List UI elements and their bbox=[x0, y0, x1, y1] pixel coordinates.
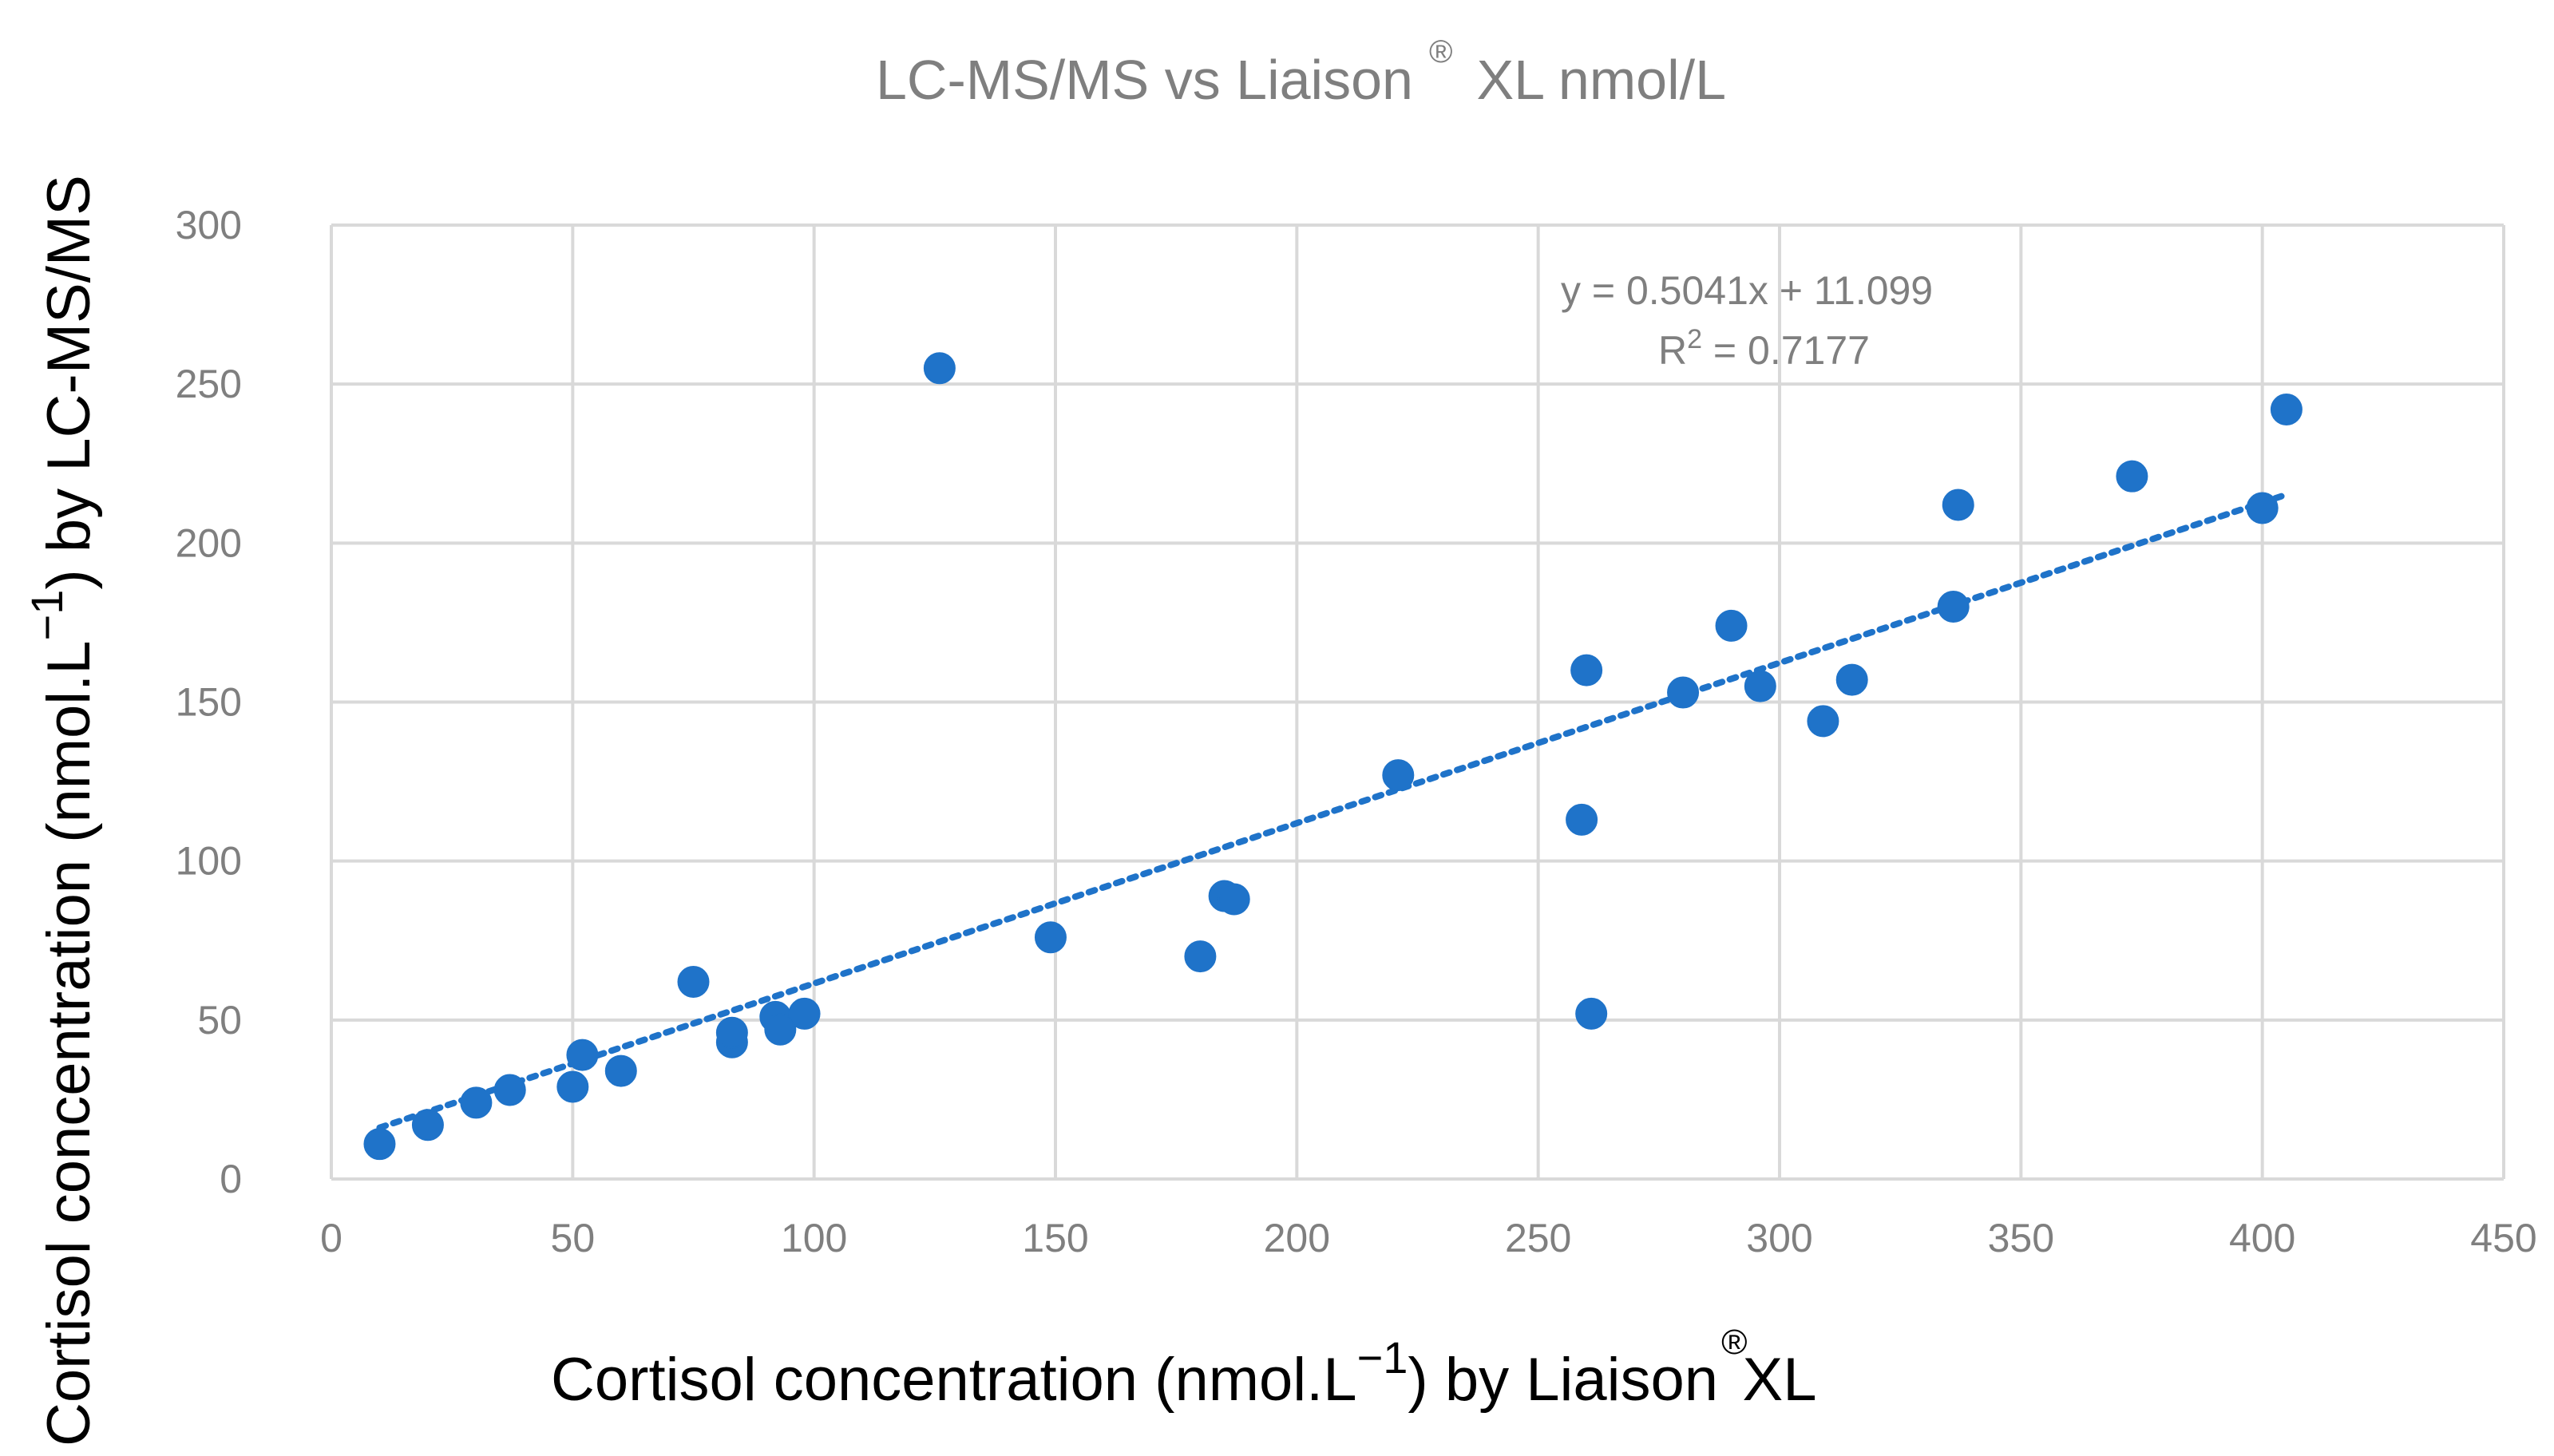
data-point bbox=[1807, 705, 1839, 738]
x-tick-label: 350 bbox=[1988, 1216, 2054, 1260]
y-tick-labels: 0 50 100 150 200 250 300 bbox=[176, 203, 242, 1201]
x-tick-label: 200 bbox=[1264, 1216, 1330, 1260]
data-point bbox=[2116, 460, 2148, 493]
x-tick-labels: 0 50 100 150 200 250 300 350 400 450 bbox=[320, 1216, 2537, 1260]
x-tick-label: 50 bbox=[551, 1216, 596, 1260]
data-point bbox=[363, 1128, 396, 1161]
grid-lines bbox=[330, 224, 2505, 1181]
data-point bbox=[1667, 676, 1700, 709]
trendline-r-squared: R2 = 0.7177 bbox=[1658, 324, 1870, 373]
x-axis-title-tail: XL bbox=[1743, 1346, 1817, 1414]
y-tick-label: 100 bbox=[176, 839, 242, 884]
y-tick-label: 250 bbox=[176, 362, 242, 406]
data-point bbox=[1382, 759, 1415, 792]
trendline bbox=[376, 491, 2290, 1131]
x-tick-label: 250 bbox=[1505, 1216, 1571, 1260]
x-axis-title-registered-mark: ® bbox=[1721, 1323, 1747, 1362]
chart-title-registered-mark: ® bbox=[1429, 34, 1452, 69]
data-point bbox=[1570, 654, 1603, 686]
data-point bbox=[764, 1013, 797, 1046]
data-point bbox=[1937, 591, 1970, 623]
data-point bbox=[604, 1054, 637, 1087]
x-tick-label: 450 bbox=[2470, 1216, 2536, 1260]
x-axis-title-mid: ) by Liaison bbox=[1408, 1346, 1718, 1414]
trendline-layer bbox=[376, 491, 2290, 1131]
y-axis-title-tail: ) by LC-MS/MS bbox=[35, 175, 103, 589]
data-point bbox=[556, 1070, 589, 1103]
y-axis-title-main: Cortisol concentration (nmol.L bbox=[35, 640, 103, 1446]
data-point bbox=[677, 966, 710, 999]
data-point bbox=[1034, 921, 1067, 954]
data-point bbox=[1575, 997, 1608, 1030]
data-point bbox=[1942, 489, 1974, 521]
data-point bbox=[1835, 663, 1868, 696]
data-point bbox=[1218, 883, 1250, 916]
x-tick-label: 400 bbox=[2229, 1216, 2295, 1260]
data-points bbox=[363, 352, 2303, 1161]
r-squared-label: R bbox=[1658, 328, 1687, 373]
data-point bbox=[1566, 803, 1598, 836]
chart-title-tail: XL nmol/L bbox=[1476, 49, 1726, 111]
y-tick-label: 150 bbox=[176, 680, 242, 725]
data-point bbox=[1744, 670, 1776, 702]
r-squared-value: = 0.7177 bbox=[1702, 328, 1870, 373]
data-point bbox=[1184, 940, 1217, 973]
x-tick-label: 100 bbox=[781, 1216, 847, 1260]
data-point bbox=[2246, 492, 2279, 524]
data-point bbox=[2270, 394, 2303, 426]
y-axis-title: Cortisol concentration (nmol.L−1) by LC-… bbox=[22, 175, 103, 1446]
data-point bbox=[923, 352, 956, 385]
data-point bbox=[788, 997, 821, 1030]
x-axis-title-exponent: −1 bbox=[1357, 1332, 1408, 1383]
r-squared-superscript: 2 bbox=[1687, 324, 1702, 354]
x-axis-title-main: Cortisol concentration (nmol.L bbox=[551, 1346, 1357, 1414]
data-point bbox=[411, 1109, 444, 1141]
data-point bbox=[1715, 609, 1748, 642]
y-axis-title-exponent: −1 bbox=[22, 590, 72, 641]
chart-title-main: LC-MS/MS vs Liaison bbox=[876, 49, 1413, 111]
y-tick-label: 200 bbox=[176, 520, 242, 565]
data-point bbox=[715, 1016, 748, 1049]
y-tick-label: 300 bbox=[176, 203, 242, 247]
data-point bbox=[566, 1039, 599, 1071]
chart-title: LC-MS/MS vs Liaison ® XL nmol/L bbox=[876, 34, 1726, 111]
trendline-equation: y = 0.5041x + 11.099 bbox=[1561, 268, 1933, 313]
data-point bbox=[460, 1086, 493, 1119]
y-tick-label: 0 bbox=[220, 1157, 242, 1201]
y-tick-label: 50 bbox=[197, 998, 242, 1043]
x-tick-label: 0 bbox=[320, 1216, 343, 1260]
x-tick-label: 150 bbox=[1022, 1216, 1088, 1260]
data-point bbox=[493, 1074, 526, 1106]
x-tick-label: 300 bbox=[1746, 1216, 1812, 1260]
x-axis-title: Cortisol concentration (nmol.L−1) by Lia… bbox=[551, 1323, 1816, 1414]
